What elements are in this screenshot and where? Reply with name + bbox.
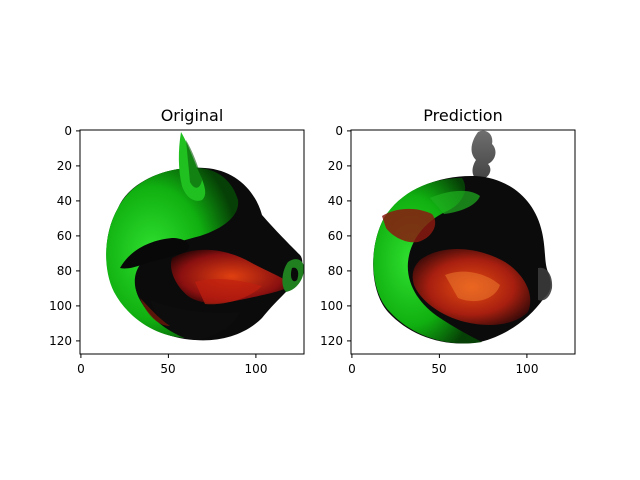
y-tick-label: 120	[320, 334, 343, 348]
y-tick-label: 20	[57, 159, 72, 173]
y-tick-label: 100	[49, 299, 72, 313]
y-tick-label: 40	[328, 194, 343, 208]
axes-frame	[350, 129, 576, 355]
y-tick-label: 20	[328, 159, 343, 173]
panel-title: Prediction	[423, 106, 502, 125]
y-tick-label: 60	[328, 229, 343, 243]
y-tick-label: 120	[49, 334, 72, 348]
panel-original: Original	[49, 106, 305, 376]
y-tick-label: 100	[320, 299, 343, 313]
y-axis: 0 20 40 60 80 100 120	[49, 124, 80, 348]
x-tick-label: 100	[516, 362, 539, 376]
y-tick-label: 0	[335, 124, 343, 138]
panel-prediction: Prediction 0	[320, 106, 576, 376]
x-tick-label: 50	[160, 362, 175, 376]
axes-frame	[79, 129, 305, 355]
x-axis: 0 50 100	[77, 354, 267, 376]
y-tick-label: 0	[64, 124, 72, 138]
x-tick-label: 0	[77, 362, 85, 376]
panel-title: Original	[161, 106, 224, 125]
y-tick-label: 40	[57, 194, 72, 208]
y-tick-label: 60	[57, 229, 72, 243]
x-tick-label: 50	[431, 362, 446, 376]
x-axis: 0 50 100	[348, 354, 538, 376]
prediction-image	[373, 130, 553, 344]
original-image	[106, 132, 304, 341]
y-tick-label: 80	[328, 264, 343, 278]
x-tick-label: 0	[348, 362, 356, 376]
y-tick-label: 80	[57, 264, 72, 278]
y-axis: 0 20 40 60 80 100 120	[320, 124, 351, 348]
x-tick-label: 100	[245, 362, 268, 376]
